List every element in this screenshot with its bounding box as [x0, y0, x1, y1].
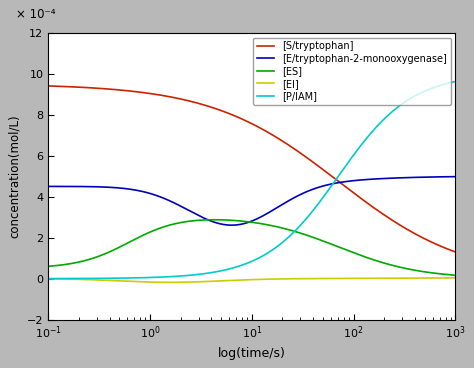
- [E/tryptophan-2-monooxygenase]: [453, 174, 458, 179]
- [EI]: [233, 278, 238, 283]
- [P/IAM]: [66, 276, 72, 281]
- [EI]: [66, 277, 72, 282]
- [E/tryptophan-2-monooxygenase]: [229, 223, 235, 227]
- [S/tryptophan]: [440, 245, 446, 250]
- Y-axis label: concentration(mol/L): concentration(mol/L): [9, 114, 21, 238]
- [ES]: [244, 219, 249, 224]
- [E/tryptophan-2-monooxygenase]: [366, 177, 372, 181]
- [ES]: [212, 217, 218, 222]
- [ES]: [233, 218, 238, 223]
- [P/IAM]: [233, 265, 238, 269]
- Legend: [S/tryptophan], [E/tryptophan-2-monooxygenase], [ES], [EI], [P/IAM]: [S/tryptophan], [E/tryptophan-2-monooxyg…: [253, 38, 451, 105]
- Line: [E/tryptophan-2-monooxygenase]: [E/tryptophan-2-monooxygenase]: [48, 177, 456, 225]
- [E/tryptophan-2-monooxygenase]: [66, 184, 72, 189]
- [P/IAM]: [441, 82, 447, 86]
- [S/tryptophan]: [366, 202, 372, 206]
- [EI]: [441, 276, 447, 280]
- X-axis label: log(time/s): log(time/s): [218, 347, 286, 360]
- Line: [P/IAM]: [P/IAM]: [48, 82, 456, 279]
- [E/tryptophan-2-monooxygenase]: [441, 174, 447, 179]
- [ES]: [453, 273, 458, 277]
- [EI]: [441, 276, 447, 280]
- [S/tryptophan]: [243, 119, 249, 123]
- [E/tryptophan-2-monooxygenase]: [46, 184, 51, 189]
- [E/tryptophan-2-monooxygenase]: [233, 223, 238, 227]
- [P/IAM]: [440, 82, 446, 87]
- [ES]: [66, 262, 72, 266]
- [S/tryptophan]: [66, 85, 72, 89]
- [ES]: [46, 264, 51, 269]
- [EI]: [453, 276, 458, 280]
- Text: × 10⁻⁴: × 10⁻⁴: [16, 8, 55, 21]
- [S/tryptophan]: [46, 84, 51, 88]
- [S/tryptophan]: [233, 114, 238, 118]
- [P/IAM]: [46, 276, 51, 281]
- [EI]: [46, 277, 51, 281]
- [S/tryptophan]: [453, 250, 458, 254]
- [ES]: [441, 272, 447, 276]
- Line: [EI]: [EI]: [48, 278, 456, 282]
- [P/IAM]: [243, 261, 249, 266]
- Line: [S/tryptophan]: [S/tryptophan]: [48, 86, 456, 252]
- [EI]: [167, 280, 173, 284]
- [EI]: [366, 276, 372, 280]
- [ES]: [366, 256, 372, 261]
- [P/IAM]: [453, 79, 458, 84]
- [EI]: [244, 277, 249, 282]
- [E/tryptophan-2-monooxygenase]: [244, 221, 249, 225]
- [E/tryptophan-2-monooxygenase]: [441, 174, 447, 179]
- [S/tryptophan]: [441, 245, 447, 250]
- Line: [ES]: [ES]: [48, 220, 456, 275]
- [ES]: [441, 272, 447, 276]
- [P/IAM]: [366, 133, 372, 138]
